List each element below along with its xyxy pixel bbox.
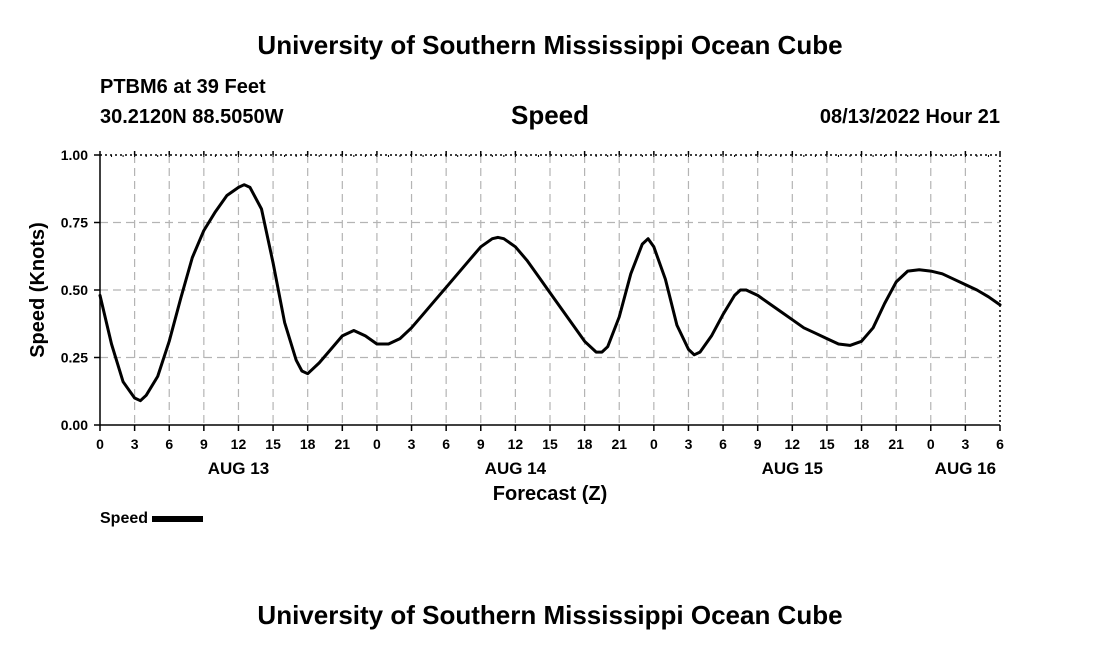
coordinates-label: 30.2120N 88.5050W [100, 106, 284, 128]
day-label: AUG 16 [935, 459, 996, 478]
x-tick-label: 3 [131, 436, 139, 452]
x-tick-label: 21 [611, 436, 627, 452]
axes [94, 151, 1001, 431]
y-tick-label: 1.00 [61, 147, 88, 163]
x-tick-label: 12 [785, 436, 801, 452]
x-tick-label: 9 [477, 436, 485, 452]
x-tick-label: 0 [927, 436, 935, 452]
x-tick-label: 3 [685, 436, 693, 452]
legend-swatch [152, 515, 204, 522]
tick-labels: 0 3 6 9 12 15 18 21 0 3 6 9 12 15 18 21 0 3 6 9 12 15 18 21 0 3 6 0… [61, 147, 1004, 478]
legend-label: Speed [100, 510, 149, 527]
chart-title: Speed [510, 100, 590, 130]
series-layer [98, 183, 1002, 403]
y-tick-label: 0.25 [61, 350, 88, 366]
day-label: AUG 15 [762, 459, 823, 478]
grid [100, 155, 1000, 425]
x-tick-label: 0 [96, 436, 104, 452]
station-label: PTBM6 at 39 Feet [100, 76, 266, 98]
y-tick-label: 0.50 [61, 282, 88, 298]
speed-series-line [98, 183, 1002, 403]
day-label: AUG 14 [485, 459, 547, 478]
x-tick-label: 6 [996, 436, 1004, 452]
x-tick-label: 3 [961, 436, 969, 452]
y-tick-label: 0.00 [61, 417, 88, 433]
x-tick-label: 18 [577, 436, 593, 452]
x-tick-label: 15 [265, 436, 281, 452]
x-tick-label: 21 [888, 436, 904, 452]
day-label: AUG 13 [208, 459, 269, 478]
top-title: University of Southern Mississippi Ocean… [257, 30, 843, 60]
x-tick-label: 0 [373, 436, 381, 452]
x-tick-label: 12 [508, 436, 524, 452]
x-tick-label: 9 [200, 436, 208, 452]
x-tick-label: 21 [335, 436, 351, 452]
x-tick-label: 3 [408, 436, 416, 452]
legend: Speed [100, 510, 204, 528]
x-tick-label: 0 [650, 436, 658, 452]
x-tick-label: 12 [231, 436, 247, 452]
bottom-title: University of Southern Mississippi Ocean… [257, 600, 843, 630]
x-tick-label: 18 [854, 436, 870, 452]
x-tick-label: 6 [719, 436, 727, 452]
x-tick-label: 18 [300, 436, 316, 452]
date-hour-label: 08/13/2022 Hour 21 [819, 106, 1000, 128]
x-tick-label: 15 [819, 436, 835, 452]
x-tick-label: 6 [442, 436, 450, 452]
x-tick-label: 15 [542, 436, 558, 452]
y-tick-label: 0.75 [61, 215, 88, 231]
x-axis-label: Forecast (Z) [493, 483, 607, 505]
y-axis-label: Speed (Knots) [27, 222, 49, 358]
x-tick-label: 6 [165, 436, 173, 452]
x-tick-label: 9 [754, 436, 762, 452]
